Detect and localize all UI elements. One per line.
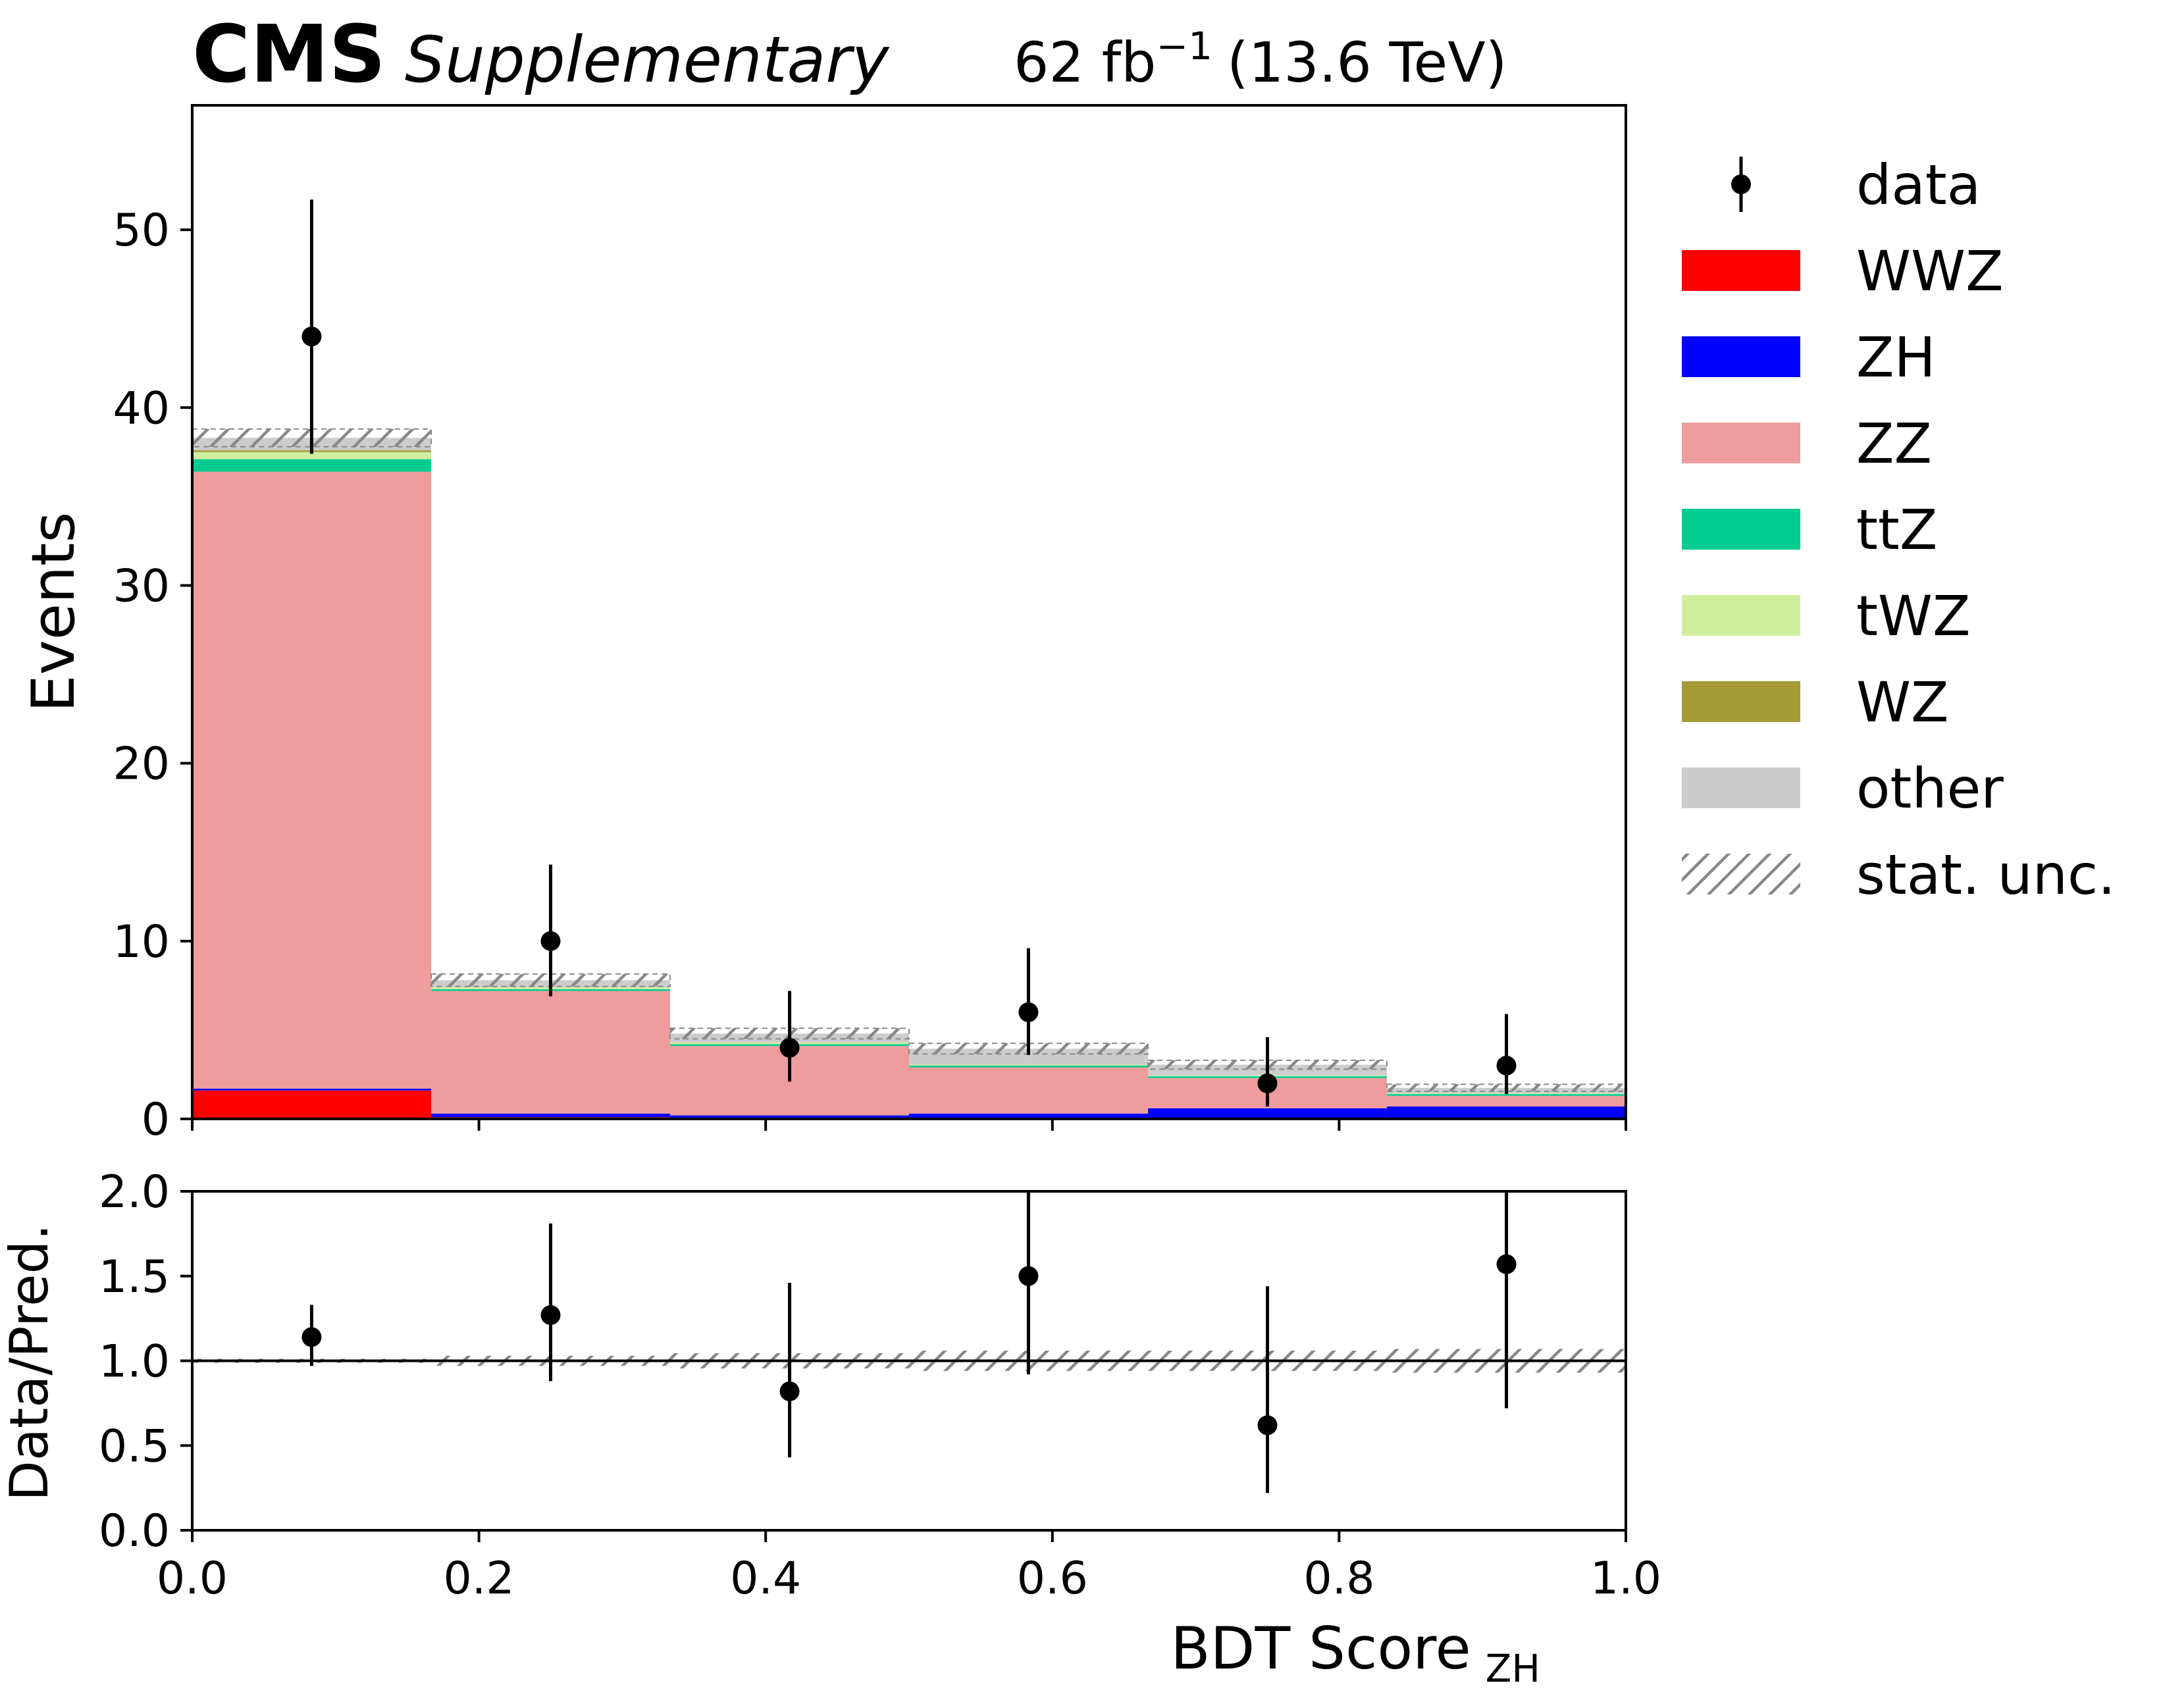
legend-label-zz: ZZ xyxy=(1856,411,1932,476)
legend-swatch-zz xyxy=(1682,423,1800,463)
data-point-3 xyxy=(1018,1002,1039,1022)
lumi-label: 62 fb−1 (13.6 TeV) xyxy=(1014,24,1507,95)
bar-zh-bin-4 xyxy=(1148,1108,1387,1119)
bar-zh-bin-2 xyxy=(669,1115,909,1119)
bar-zz-bin-5 xyxy=(1386,1095,1626,1107)
legend-swatch-stat-unc xyxy=(1682,854,1800,894)
main-y-axis: 0 10 20 30 40 50 xyxy=(113,205,192,1146)
ratio-xtick-label-1: 0.2 xyxy=(444,1553,515,1605)
main-panel: 0 10 20 30 40 50 Events xyxy=(19,104,1627,1146)
legend-marker-data xyxy=(1731,174,1751,194)
ratio-x-axis: 0.0 0.2 0.4 0.6 0.8 1.0 xyxy=(157,1530,1661,1605)
ratio-ytick-label-1: 0.5 xyxy=(99,1420,170,1472)
data-point-2 xyxy=(779,1037,800,1058)
ratio-point-2 xyxy=(779,1381,800,1401)
ratio-y-axis-title: Data/Pred. xyxy=(0,1224,60,1501)
data-point-1 xyxy=(540,931,561,951)
ratio-point-1 xyxy=(540,1305,561,1325)
bar-wwz-bin-0 xyxy=(192,1090,432,1119)
legend-label-stat-unc: stat. unc. xyxy=(1856,842,2116,907)
ratio-xtick-label-4: 0.8 xyxy=(1303,1553,1374,1605)
ratio-point-0 xyxy=(301,1327,322,1347)
main-ytick-label-2: 20 xyxy=(113,738,170,790)
ratio-xtick-label-0: 0.0 xyxy=(157,1553,228,1605)
ratio-ytick-label-0: 0.0 xyxy=(99,1505,170,1557)
legend-label-wz: WZ xyxy=(1856,670,1949,735)
data-point-0 xyxy=(301,326,322,347)
main-axes-frame xyxy=(191,104,1627,1120)
bar-zz-bin-0 xyxy=(192,471,432,1089)
data-point-5 xyxy=(1496,1055,1517,1075)
ratio-xtick-label-5: 1.0 xyxy=(1590,1553,1661,1605)
legend-label-data: data xyxy=(1856,153,1981,217)
ratio-ytick-label-2: 1.0 xyxy=(99,1336,170,1388)
main-ytick-label-1: 10 xyxy=(113,916,170,968)
main-y-axis-title: Events xyxy=(19,512,88,713)
legend-swatch-twz xyxy=(1682,595,1800,636)
bar-ttz-bin-0 xyxy=(192,459,432,472)
legend-swatch-other xyxy=(1682,767,1800,808)
ratio-point-5 xyxy=(1496,1254,1517,1274)
stacked-histogram xyxy=(192,438,1626,1119)
bar-twz-bin-0 xyxy=(192,452,432,459)
data-point-4 xyxy=(1257,1073,1278,1093)
bar-zh-bin-0 xyxy=(192,1089,432,1091)
lumi-exponent: −1 xyxy=(1156,24,1212,68)
legend-label-wwz: WWZ xyxy=(1856,239,2004,303)
bar-twz-bin-3 xyxy=(909,1064,1149,1066)
legend-swatch-ttz xyxy=(1682,509,1800,550)
ratio-point-4 xyxy=(1257,1415,1278,1436)
bar-zh-bin-5 xyxy=(1386,1106,1626,1119)
ratio-point-3 xyxy=(1018,1266,1039,1286)
legend-swatch-wwz xyxy=(1682,250,1800,291)
main-x-ticks xyxy=(191,1119,1627,1131)
main-ytick-label-4: 40 xyxy=(113,382,170,434)
x-axis-title-main: BDT Score xyxy=(1170,1615,1471,1682)
bar-zz-bin-3 xyxy=(909,1067,1149,1114)
bar-zh-bin-1 xyxy=(431,1113,670,1118)
ratio-panel: 0.0 0.5 1.0 1.5 2.0 0.0 0.2 0.4 0.6 0.8 1.0 Data/… xyxy=(0,1166,1661,1691)
main-ytick-label-3: 30 xyxy=(113,560,170,612)
ratio-xtick-label-2: 0.4 xyxy=(730,1553,801,1605)
legend-label-ttz: ttZ xyxy=(1856,498,1937,562)
lumi-value: 62 fb xyxy=(1014,30,1156,95)
main-ytick-label-5: 50 xyxy=(113,205,170,257)
bar-zz-bin-1 xyxy=(431,991,670,1114)
x-axis-title-sub: ZH xyxy=(1486,1646,1540,1691)
legend-label-zh: ZH xyxy=(1856,325,1936,390)
x-axis-title: BDT Score ZH xyxy=(1170,1615,1540,1691)
legend-swatch-zh xyxy=(1682,336,1800,377)
bar-ttz-bin-5 xyxy=(1386,1094,1626,1096)
legend-swatch-wz xyxy=(1682,681,1800,722)
legend-label-other: other xyxy=(1856,756,2004,821)
ratio-y-axis: 0.0 0.5 1.0 1.5 2.0 xyxy=(99,1166,192,1557)
legend-label-twz: tWZ xyxy=(1856,584,1971,648)
energy-label: (13.6 TeV) xyxy=(1227,30,1507,95)
data-points xyxy=(301,199,1517,1107)
main-ytick-label-0: 0 xyxy=(142,1094,170,1146)
ratio-points xyxy=(301,1191,1517,1493)
ratio-ytick-label-3: 1.5 xyxy=(99,1251,170,1303)
legend: data WWZ ZH ZZ ttZ tWZ WZ other stat. unc. xyxy=(1682,153,2116,907)
bar-ttz-bin-3 xyxy=(909,1065,1149,1068)
bar-zh-bin-3 xyxy=(909,1113,1149,1119)
ratio-xtick-label-3: 0.6 xyxy=(1017,1553,1088,1605)
ratio-ytick-label-4: 2.0 xyxy=(99,1166,170,1218)
supplementary-label: Supplementary xyxy=(405,23,890,97)
cms-label: CMS xyxy=(192,9,386,101)
